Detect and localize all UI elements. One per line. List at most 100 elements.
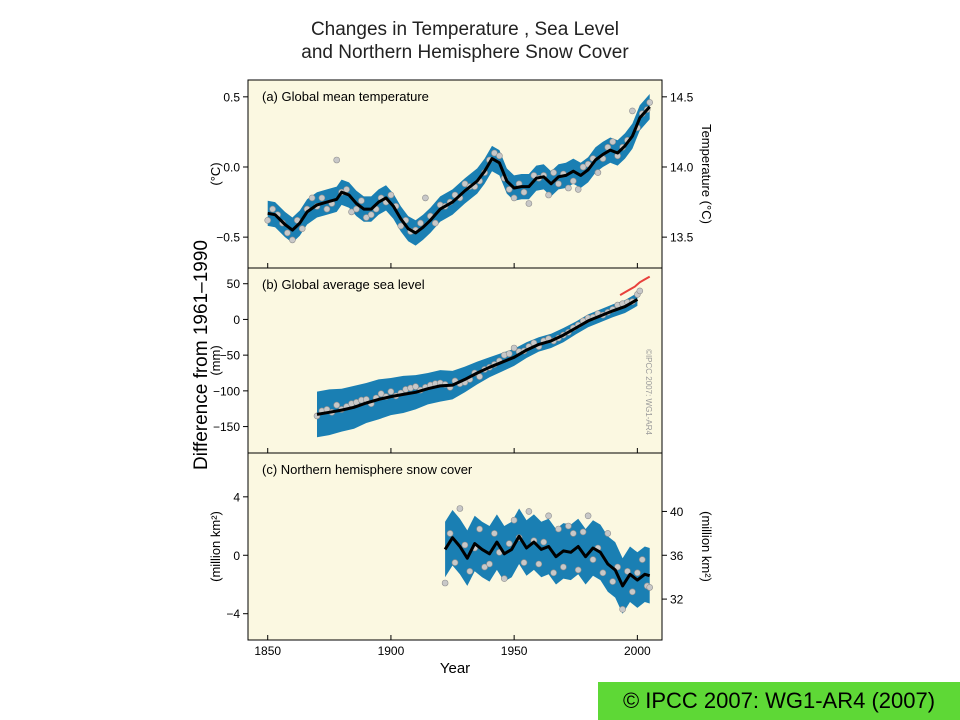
data-point [545,512,552,520]
y-tick-label: 0 [233,313,240,327]
y-tick-label: −50 [220,349,241,363]
y-axis-label: (mm) [208,345,223,375]
data-point [333,156,341,164]
data-point [520,188,528,196]
y2-tick-label: 36 [670,549,684,563]
panel-title: (a) Global mean temperature [262,89,429,104]
y-tick-label: −0.5 [216,231,240,245]
data-point [486,560,493,568]
y2-axis-label: (million km²) [699,511,714,582]
y-tick-label: −150 [213,420,240,434]
data-point [638,556,646,563]
y-tick-label: 0.0 [223,160,240,174]
data-point [461,541,469,549]
data-point [422,194,429,202]
data-point [540,538,548,546]
data-point [298,225,306,232]
panel-title: (b) Global average sea level [262,277,425,292]
title-line-2: and Northern Hemisphere Snow Cover [301,42,629,63]
y2-tick-label: 40 [670,505,684,519]
data-point [579,528,587,536]
data-point [491,530,498,537]
data-point [574,186,582,193]
plot-area-b [248,268,662,453]
y-tick-label: 4 [233,490,240,504]
copyright-banner: © IPCC 2007: WG1-AR4 (2007) [598,682,960,720]
data-point [574,566,582,574]
data-point [634,569,641,577]
data-point [505,186,513,193]
data-point [550,169,557,176]
smoothed-line [316,298,639,416]
data-point [565,184,572,192]
data-point [550,569,557,577]
data-point [377,390,385,398]
data-point [569,530,577,537]
data-point [318,194,326,202]
panel-title: (c) Northern hemisphere snow cover [262,462,473,477]
data-point [491,149,498,157]
data-point [535,560,543,568]
uncertainty-band [317,293,638,438]
data-point [545,191,552,199]
x-tick-label: 1900 [378,644,405,658]
smoothed-line [443,534,651,588]
data-point [362,214,370,221]
y-tick-label: 0 [233,549,240,563]
data-point [525,200,533,207]
data-point [520,559,528,566]
data-point [466,567,474,575]
shared-y-label: Difference from 1961–1990 [191,240,212,470]
title-line-1: Changes in Temperature , Sea Level [310,19,620,40]
data-point [353,205,360,213]
data-point [624,567,631,575]
data-point [289,236,296,244]
data-point [510,344,518,352]
data-point [609,138,617,145]
data-point [387,388,395,395]
data-point [264,217,272,224]
data-point [560,563,567,571]
data-point [417,219,424,227]
y-tick-label: 50 [227,277,241,291]
data-point [594,169,602,176]
panel-frame [247,452,663,641]
data-point [333,401,341,409]
data-point [456,505,464,512]
data-point [505,350,513,358]
data-point [367,211,375,218]
panel-b: (b) Global average sea level 50 0 −50 −100 −1… [208,267,663,454]
data-point [530,172,538,179]
data-point [496,152,503,160]
data-point [565,522,572,530]
panel-c: (c) Northern hemisphere snow cover40−440… [208,452,714,641]
data-point [481,563,488,571]
data-point [525,508,533,515]
y2-tick-label: 32 [670,593,684,607]
data-point [569,177,577,185]
y-axis-label: (°C) [208,162,223,185]
data-point [636,287,644,295]
data-point [397,222,405,230]
data-point [629,107,636,115]
data-point [451,559,459,566]
panel-a: (a) Global mean temperature 0.5 0.0 −0.5 14.… [208,79,714,269]
data-point [476,373,483,380]
data-point [476,525,483,533]
watermark: ©IPCC 2007: WG1-AR4 [644,349,653,435]
data-point [579,163,587,171]
data-point [348,208,355,216]
data-point [609,578,617,585]
data-point [431,219,439,227]
y-tick-label: 0.5 [223,90,240,104]
y-tick-label: −100 [213,384,240,398]
figure-title: Changes in Temperature , Sea Level and N… [250,18,680,64]
y2-tick-label: 14.5 [670,90,694,104]
data-point [629,588,636,596]
y-axis-label: (million km²) [208,511,223,582]
data-point [505,540,513,547]
data-point [555,180,562,188]
data-point [584,512,592,520]
data-point [284,229,291,237]
y2-tick-label: 14.0 [670,160,694,174]
